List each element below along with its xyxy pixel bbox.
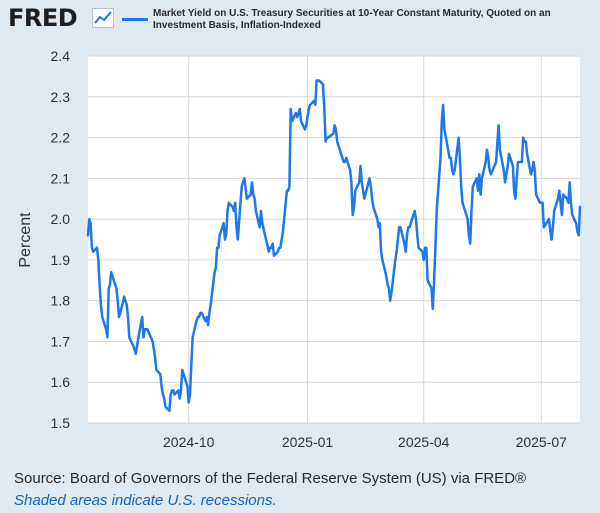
fred-chart-icon bbox=[92, 8, 114, 28]
legend-label: Market Yield on U.S. Treasury Securities… bbox=[153, 8, 551, 31]
x-tick-label: 2025-07 bbox=[516, 434, 568, 450]
y-tick-label: 1.9 bbox=[51, 252, 71, 268]
y-tick-label: 1.7 bbox=[51, 333, 71, 349]
source-note: Source: Board of Governors of the Federa… bbox=[14, 470, 527, 487]
series bbox=[86, 79, 582, 413]
plot-area bbox=[88, 56, 580, 423]
x-tick-label: 2025-01 bbox=[282, 434, 334, 450]
tick-labels: 1.5 1.6 1.7 1.8 1.9 2.0 2.1 2.2 2.3 2.4 2024-10 202… bbox=[51, 48, 568, 450]
y-tick-label: 2.4 bbox=[51, 48, 71, 64]
y-tick-label: 1.8 bbox=[51, 293, 71, 309]
x-tick-label: 2025-04 bbox=[398, 434, 450, 450]
x-tick-label: 2024-10 bbox=[163, 434, 215, 450]
y-tick-label: 2.2 bbox=[51, 130, 71, 146]
y-tick-label: 1.5 bbox=[51, 415, 71, 431]
y-tick-label: 1.6 bbox=[51, 374, 71, 390]
header: FRED Market Yield on U.S. Treasury Secur… bbox=[0, 0, 600, 40]
line-chart: 1.5 1.6 1.7 1.8 1.9 2.0 2.1 2.2 2.3 2.4 2024-10 202… bbox=[17, 48, 582, 450]
legend-swatch bbox=[122, 18, 148, 21]
series-line bbox=[86, 79, 582, 413]
y-axis-label: Percent bbox=[17, 212, 34, 268]
y-tick-label: 2.1 bbox=[51, 170, 71, 186]
fred-logo[interactable]: FRED bbox=[8, 4, 78, 32]
y-tick-label: 2.3 bbox=[51, 89, 71, 105]
recession-note: Shaded areas indicate U.S. recessions. bbox=[14, 492, 277, 509]
y-tick-label: 2.0 bbox=[51, 211, 71, 227]
